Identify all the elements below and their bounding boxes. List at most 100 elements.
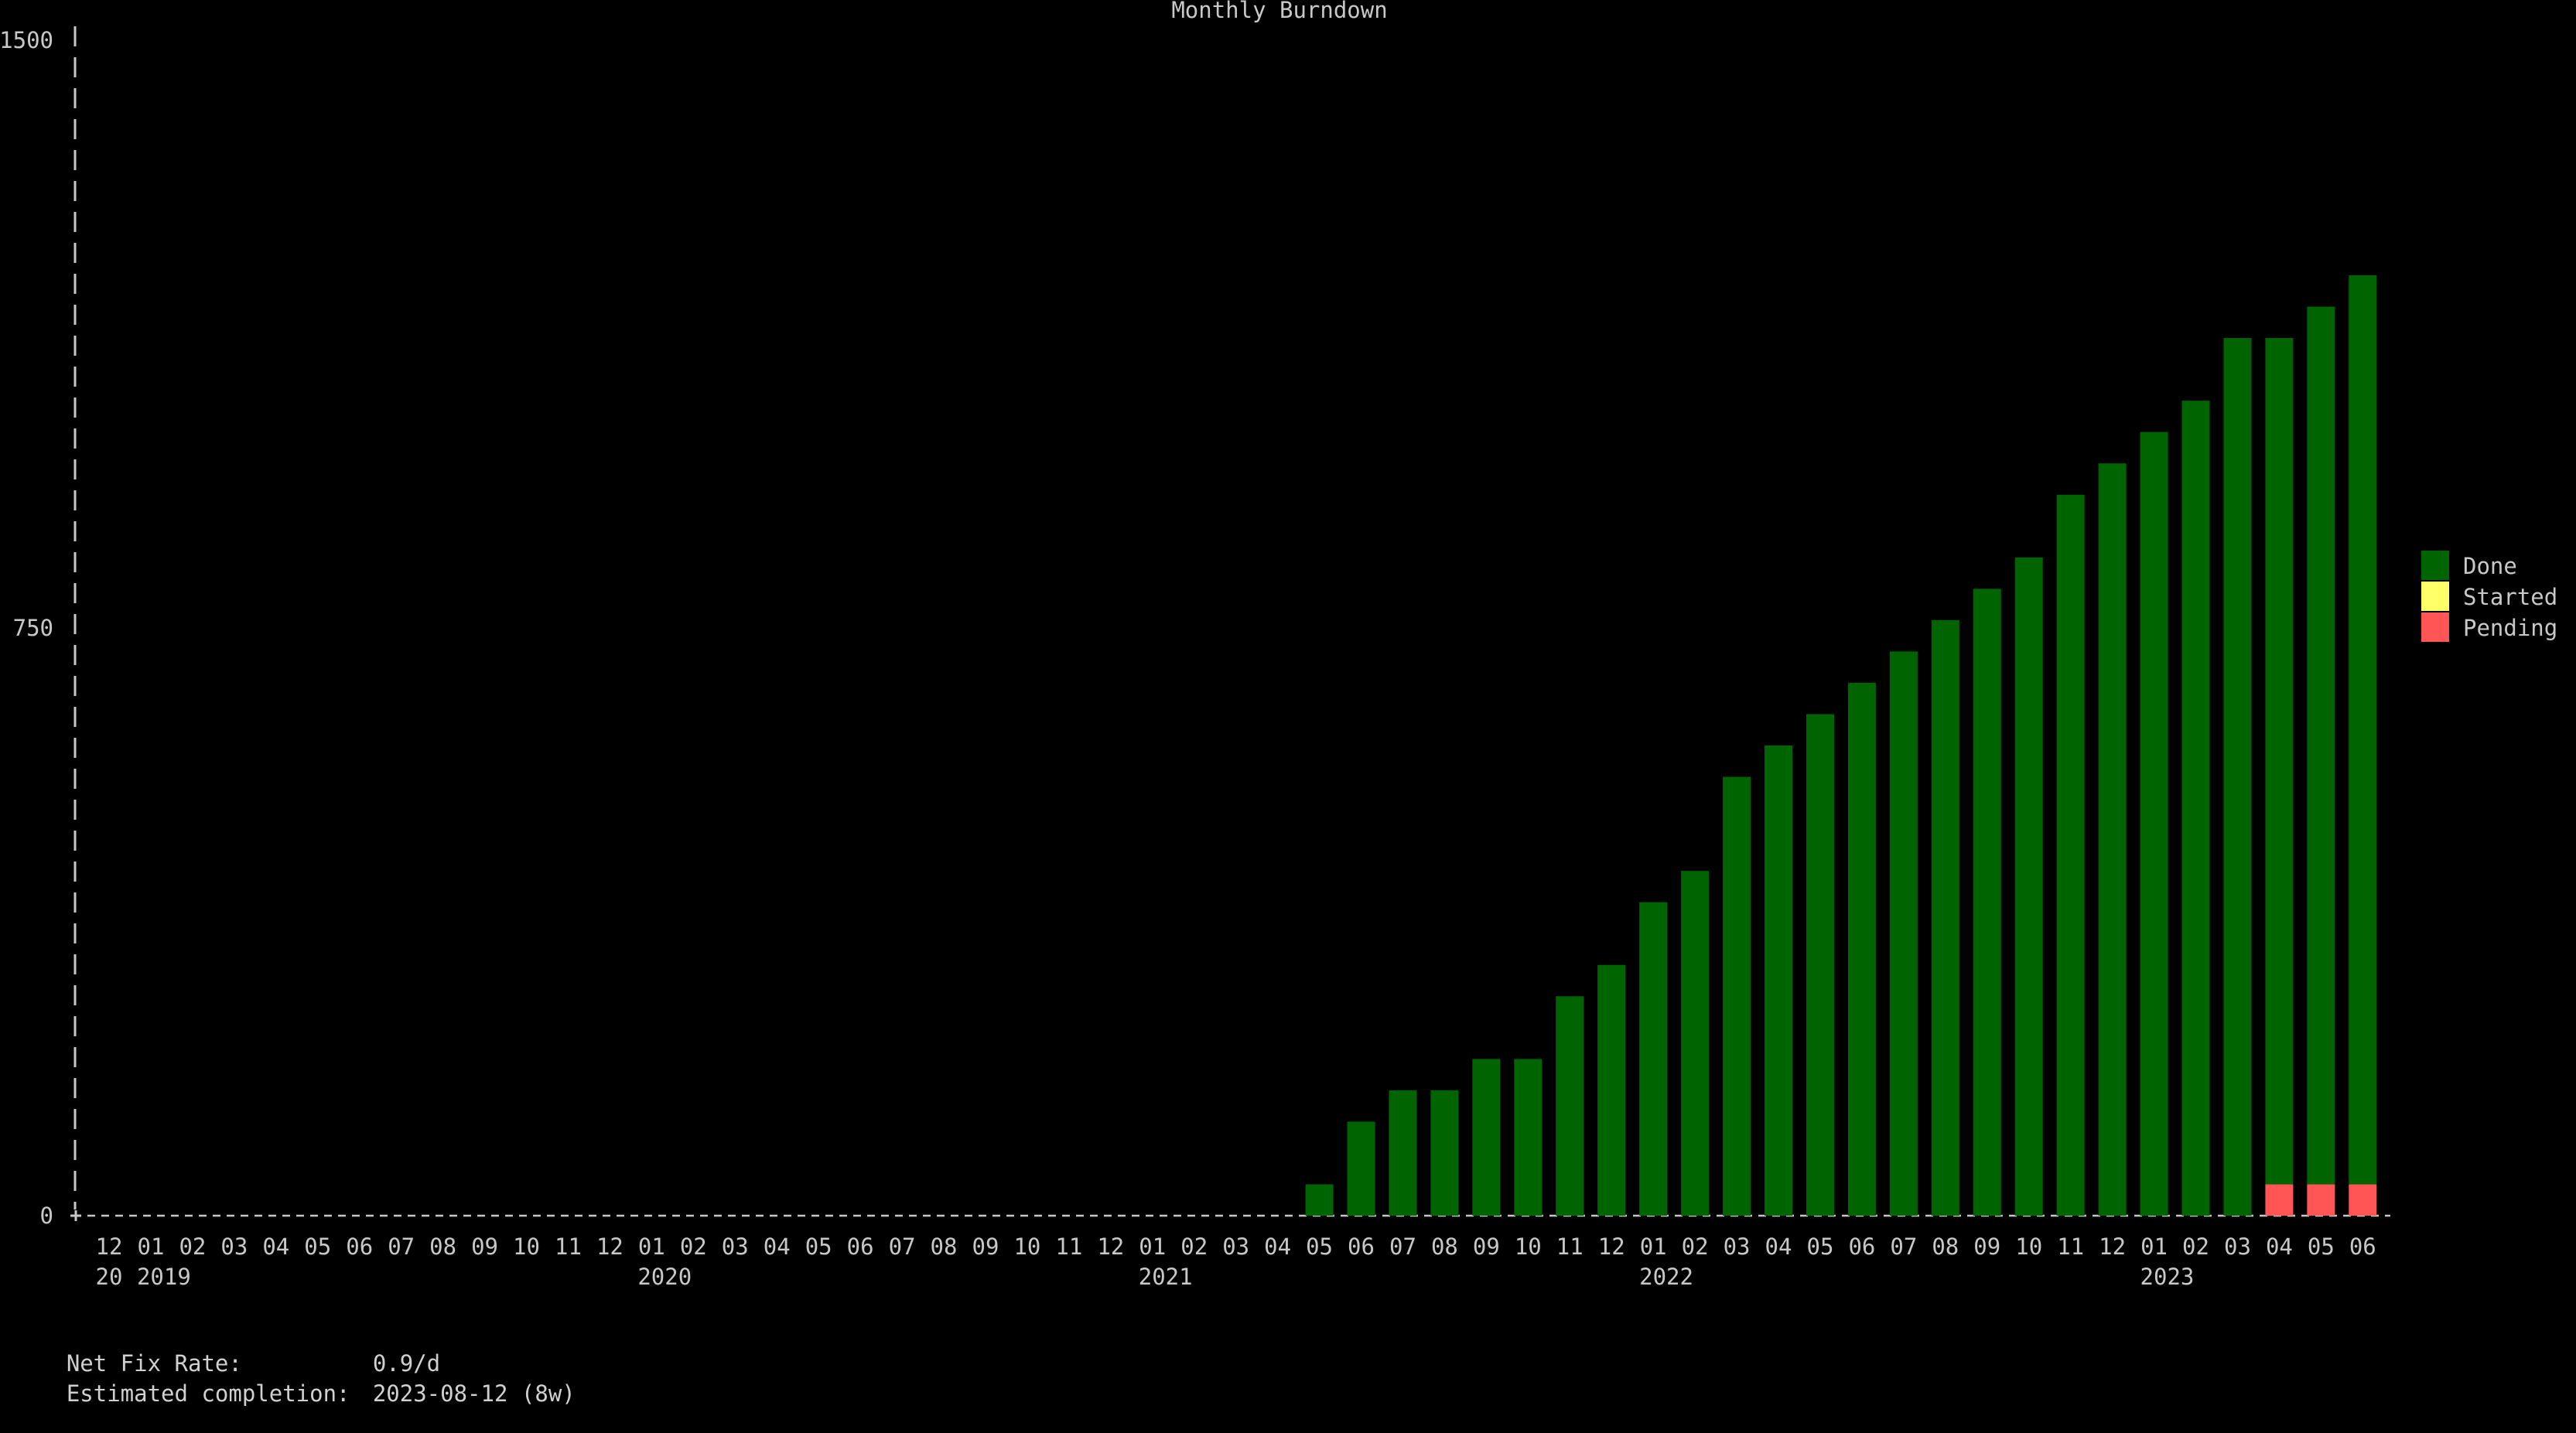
chart-title: Monthly Burndown [1171,0,1387,23]
bar-done [1931,619,1959,1216]
bar-done [1514,1059,1543,1216]
x-tick-label: 11 [1055,1233,1082,1260]
x-tick-label: 05 [1806,1233,1833,1260]
x-tick-label: 05 [805,1233,832,1260]
x-tick-label: 04 [262,1233,289,1260]
x-tick-label: 06 [2349,1233,2376,1260]
x-year-label: 2020 [637,1264,692,1290]
estimated-completion-label: Estimated completion: [66,1380,350,1407]
x-tick-label: 12 [596,1233,624,1260]
bar-done [1472,1059,1501,1216]
x-tick-label: 08 [1932,1233,1959,1260]
estimated-completion-value: 2023-08-12 (8w) [372,1380,576,1407]
x-tick-label: 08 [429,1233,456,1260]
x-tick-label: 04 [1264,1233,1291,1260]
x-tick-label: 06 [1848,1233,1875,1260]
bar-done [1723,776,1751,1216]
x-year-label: 2023 [2140,1264,2195,1290]
x-year-label: 2019 [137,1264,191,1290]
x-tick-label: 03 [722,1233,749,1260]
x-tick-label: 02 [179,1233,206,1260]
x-tick-label: 11 [2057,1233,2084,1260]
x-tick-label: 05 [2308,1233,2335,1260]
x-tick-label: 12 [1097,1233,1124,1260]
bar-done [1806,714,1834,1216]
bar-done [2223,338,2252,1216]
bar-done [2014,557,2043,1216]
x-tick-label: 01 [137,1233,164,1260]
bar-done [1389,1090,1417,1216]
bar-done [1847,682,1876,1216]
x-tick-label: 01 [2140,1233,2168,1260]
estimated-completion-line: Estimated completion: 2023-08-12 (8w) [12,1354,576,1433]
x-tick-label: 03 [1222,1233,1249,1260]
x-tick-label: 04 [2266,1233,2293,1260]
y-tick-label: 1500 [0,27,53,53]
x-tick-label: 07 [1890,1233,1917,1260]
x-tick-label: 12 [96,1233,123,1260]
legend-swatch-started [2421,582,2449,611]
legend-label-done: Done [2463,553,2517,579]
x-tick-label: 09 [1973,1233,2000,1260]
bar-done [1556,996,1584,1216]
x-tick-label: 11 [555,1233,582,1260]
x-tick-label: 11 [1556,1233,1584,1260]
bar-pending [2265,1184,2294,1216]
x-tick-label: 01 [638,1233,665,1260]
x-tick-label: 10 [1515,1233,1542,1260]
x-tick-label: 08 [931,1233,958,1260]
x-tick-label: 09 [972,1233,999,1260]
x-tick-label: 06 [847,1233,874,1260]
bar-done [1765,746,1792,1216]
bar-pending [2307,1184,2335,1216]
x-tick-label: 02 [1180,1233,1208,1260]
x-tick-label: 07 [889,1233,916,1260]
bar-done [2140,432,2168,1216]
bar-done [1430,1090,1459,1216]
bar-done [1889,651,1918,1216]
x-year-label: 2022 [1639,1264,1693,1290]
x-tick-label: 08 [1431,1233,1458,1260]
x-tick-label: 04 [764,1233,791,1260]
x-tick-label: 03 [1724,1233,1751,1260]
net-fix-rate-label: Net Fix Rate: [66,1350,242,1377]
net-fix-rate-line: Net Fix Rate: 0.9/d [12,1324,440,1403]
x-tick-label: 01 [1640,1233,1667,1260]
bar-done [2181,401,2210,1216]
x-tick-label: 02 [680,1233,707,1260]
burndown-chart-view: Monthly Burndown 0 750 1500 12 01 02 03 04 05 06… [0,0,2557,1407]
x-year-label: 20 [96,1264,123,1290]
bar-done [1973,589,2001,1216]
bar-done [2349,275,2377,1185]
x-tick-label: 06 [346,1233,373,1260]
bar-pending [2349,1184,2377,1216]
bar-done [1597,964,1626,1216]
x-tick-label: 09 [471,1233,498,1260]
x-tick-label: 12 [2099,1233,2126,1260]
bar-done [1305,1184,1334,1216]
x-tick-label: 02 [1682,1233,1709,1260]
bar-done [1681,871,1710,1216]
legend-swatch-pending [2421,612,2449,642]
x-tick-label: 10 [2015,1233,2042,1260]
x-tick-label: 01 [1139,1233,1166,1260]
legend-swatch-done [2421,551,2449,580]
legend-label-pending: Pending [2463,615,2557,641]
bar-done [2265,338,2294,1185]
x-tick-label: 03 [220,1233,248,1260]
x-tick-label: 05 [304,1233,331,1260]
burndown-chart: Monthly Burndown 0 750 1500 12 01 02 03 04 05 06… [0,0,2557,1290]
x-year-label: 2021 [1139,1264,1193,1290]
bar-done [1639,902,1668,1216]
y-tick-label: 0 [40,1203,53,1229]
x-tick-label: 10 [1013,1233,1040,1260]
x-tick-label: 09 [1473,1233,1500,1260]
x-tick-label: 02 [2182,1233,2209,1260]
net-fix-rate-value: 0.9/d [372,1350,441,1377]
x-tick-label: 05 [1306,1233,1333,1260]
bar-done [2098,463,2127,1216]
x-tick-label: 04 [1765,1233,1792,1260]
x-tick-label: 12 [1598,1233,1625,1260]
legend-label-started: Started [2463,584,2557,610]
x-tick-label: 07 [388,1233,415,1260]
